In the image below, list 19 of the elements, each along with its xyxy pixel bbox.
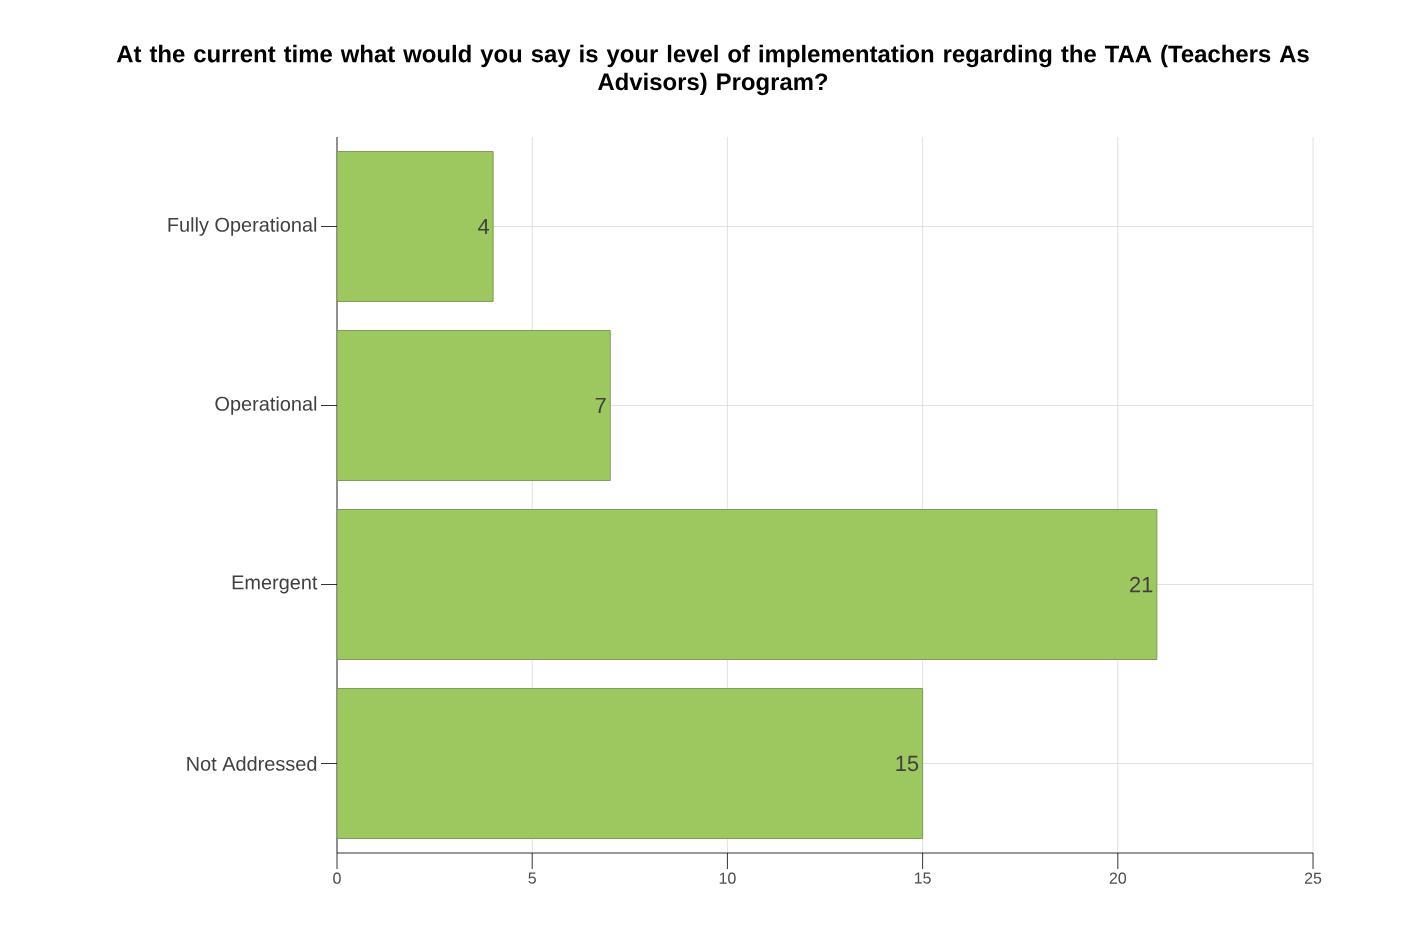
y-tick-label: Operational [215, 396, 317, 415]
y-tick-label: Not Addressed [187, 756, 317, 771]
bar [337, 509, 1158, 660]
y-tick-label: Fully Operational [168, 217, 317, 236]
x-tick-label: 15 [914, 872, 931, 884]
bar [337, 330, 611, 481]
data-label: 7 [595, 397, 606, 414]
chart-title: At the current time what would you say is your level of implementation regarding the TAA (Teachers As Advisors) Program? [116, 44, 1309, 96]
y-tick-label: Emergent [232, 575, 318, 594]
x-tick-label: 25 [1304, 872, 1322, 884]
data-label: 4 [477, 218, 490, 235]
data-label: 15 [896, 755, 919, 772]
data-label: 21 [1130, 576, 1153, 593]
x-tick-label: 0 [333, 872, 341, 884]
x-tick-label: 10 [719, 872, 736, 884]
x-tick-label: 20 [1109, 872, 1127, 884]
bar [337, 688, 924, 839]
x-tick-label: 5 [528, 872, 536, 884]
bar [337, 151, 494, 302]
